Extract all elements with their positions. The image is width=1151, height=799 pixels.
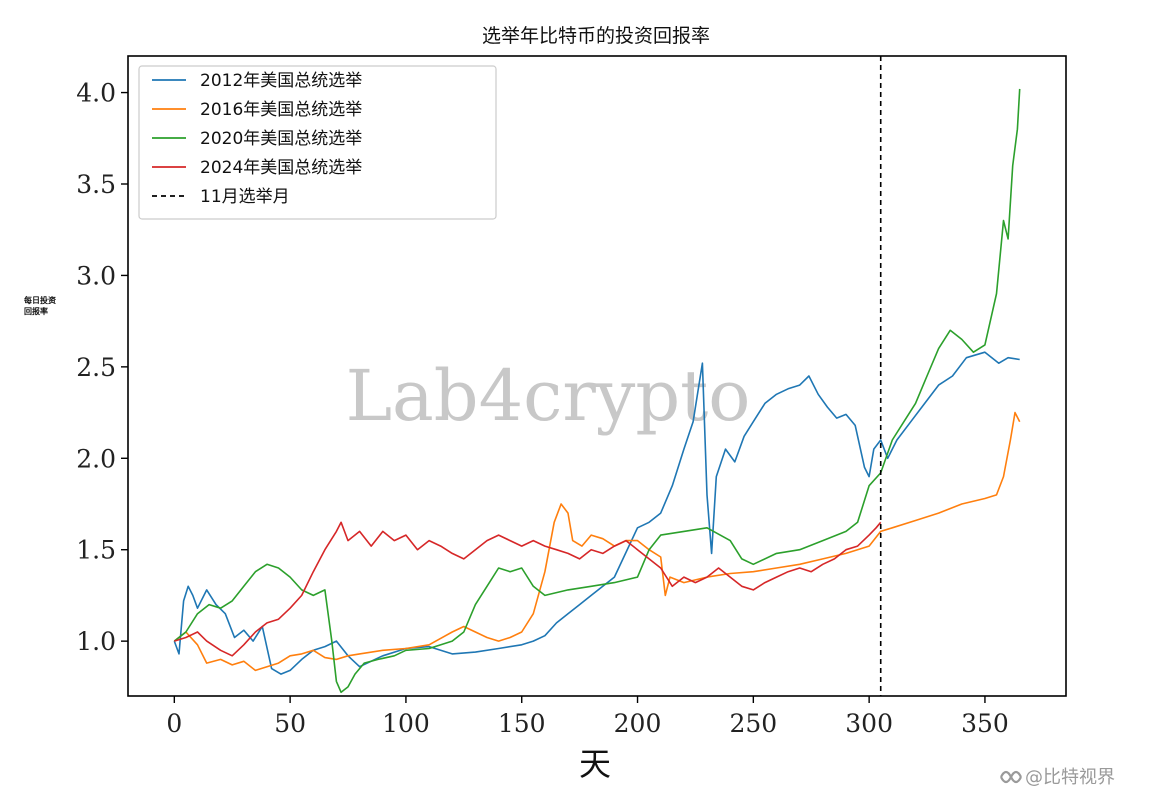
y-axis-label-line-1: 每日投资 xyxy=(24,295,56,305)
x-axis-label: 天 xyxy=(579,745,611,783)
series-line-2 xyxy=(173,411,1021,672)
y-axis: 1.0 1.5 2.0 2.5 3.0 3.5 4.0 xyxy=(76,79,128,656)
x-tick-label: 300 xyxy=(845,709,893,738)
legend-label: 11月选举月 xyxy=(200,187,290,207)
legend-label: 2020年美国总统选举 xyxy=(200,129,362,149)
legend-box xyxy=(138,65,497,220)
chart-title: 选举年比特币的投资回报率 xyxy=(482,25,710,47)
x-tick-label: 50 xyxy=(274,709,306,738)
x-tick-label: 350 xyxy=(961,709,1009,738)
x-tick-label: 150 xyxy=(498,709,546,738)
legend: 2012年美国总统选举 2016年美国总统选举 2020年美国总统选举 2024年美国… xyxy=(138,65,497,220)
y-axis-label-line-2: 回报率 xyxy=(24,306,48,316)
legend-label: 2024年美国总统选举 xyxy=(200,158,362,178)
legend-label: 2012年美国总统选举 xyxy=(200,71,362,91)
plot-frame xyxy=(127,55,1067,697)
corner-mark: @比特视界 xyxy=(1000,767,1115,788)
series-line-3 xyxy=(173,88,1021,694)
series-line-1 xyxy=(173,351,1020,675)
y-tick-label: 3.0 xyxy=(76,261,116,290)
series-layer xyxy=(173,88,1021,694)
y-tick-label: 4.0 xyxy=(76,79,116,108)
y-tick-label: 2.0 xyxy=(76,444,116,473)
series-line-4 xyxy=(174,521,882,657)
corner-mark-text: @比特视界 xyxy=(1025,767,1115,788)
x-tick-label: 0 xyxy=(166,709,182,738)
y-tick-label: 1.0 xyxy=(76,627,116,656)
y-tick-label: 1.5 xyxy=(76,536,116,565)
x-tick-label: 250 xyxy=(729,709,777,738)
watermark: Lab4crypto xyxy=(346,355,751,437)
legend-label: 2016年美国总统选举 xyxy=(200,100,362,120)
y-tick-label: 3.5 xyxy=(76,170,116,199)
x-tick-label: 200 xyxy=(614,709,662,738)
x-tick-label: 100 xyxy=(382,709,430,738)
y-tick-label: 2.5 xyxy=(76,353,116,382)
x-axis: 0 50 100 150 200 250 300 350 xyxy=(166,696,1009,738)
wechat-channels-icon xyxy=(1000,770,1022,784)
